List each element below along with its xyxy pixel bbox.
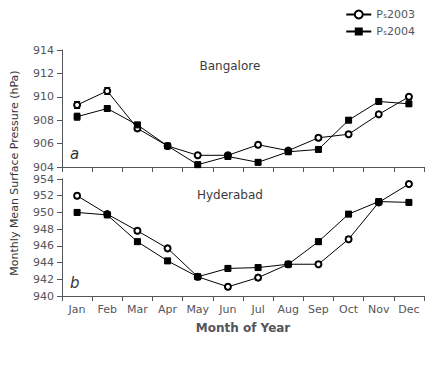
svg-text:Jan: Jan bbox=[68, 303, 86, 316]
svg-text:Jul: Jul bbox=[250, 303, 264, 316]
svg-text:Bangalore: Bangalore bbox=[199, 59, 260, 73]
svg-text:Monthly Mean Surface Pressure: Monthly Mean Surface Pressure (hPa) bbox=[8, 70, 21, 275]
svg-text:Dec: Dec bbox=[398, 303, 419, 316]
svg-text:906: 906 bbox=[33, 137, 54, 150]
svg-text:Oct: Oct bbox=[339, 303, 359, 316]
svg-text:944: 944 bbox=[33, 256, 54, 269]
svg-text:Nov: Nov bbox=[368, 303, 390, 316]
svg-text:942: 942 bbox=[33, 273, 54, 286]
svg-text:940: 940 bbox=[33, 290, 54, 303]
svg-text:Pₛ2004: Pₛ2004 bbox=[376, 25, 415, 38]
svg-text:912: 912 bbox=[33, 67, 54, 80]
svg-text:948: 948 bbox=[33, 223, 54, 236]
svg-text:Feb: Feb bbox=[98, 303, 117, 316]
svg-text:954: 954 bbox=[33, 173, 54, 186]
svg-text:b: b bbox=[70, 274, 80, 292]
svg-text:950: 950 bbox=[33, 206, 54, 219]
svg-text:May: May bbox=[186, 303, 209, 316]
svg-text:Month of Year: Month of Year bbox=[196, 321, 291, 335]
svg-text:Mar: Mar bbox=[127, 303, 148, 316]
svg-text:Hyderabad: Hyderabad bbox=[197, 188, 263, 202]
svg-text:Sep: Sep bbox=[308, 303, 329, 316]
svg-text:Jun: Jun bbox=[218, 303, 236, 316]
svg-text:946: 946 bbox=[33, 239, 54, 252]
svg-text:908: 908 bbox=[33, 114, 54, 127]
svg-text:Apr: Apr bbox=[158, 303, 178, 316]
svg-text:910: 910 bbox=[33, 90, 54, 103]
svg-text:Pₛ2003: Pₛ2003 bbox=[376, 8, 415, 21]
svg-text:a: a bbox=[70, 145, 79, 163]
svg-text:Aug: Aug bbox=[278, 303, 299, 316]
svg-text:952: 952 bbox=[33, 189, 54, 202]
svg-text:904: 904 bbox=[33, 160, 54, 174]
svg-text:914: 914 bbox=[33, 44, 54, 57]
